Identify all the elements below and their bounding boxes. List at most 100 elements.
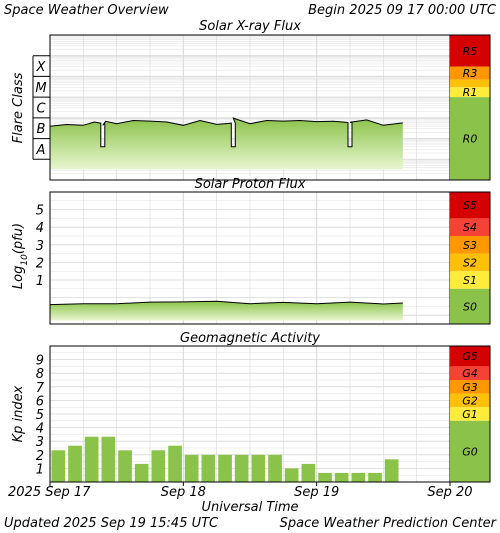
proton-scale-band — [450, 253, 490, 272]
time-axis-title: Universal Time — [201, 500, 298, 515]
kp-bar — [268, 454, 282, 482]
proton-scale-band — [450, 236, 490, 254]
xray-class-label: M — [35, 81, 46, 96]
xray-scale-band — [450, 87, 490, 98]
xray-scale-label: R1 — [463, 86, 478, 99]
kp-bar — [201, 454, 216, 482]
kp-bar — [301, 463, 316, 482]
geomag-y-tick-label: 8 — [36, 367, 44, 382]
xray-class-label: B — [37, 122, 46, 137]
proton-scale-band — [450, 288, 490, 324]
kp-bar — [368, 472, 382, 482]
kp-bar — [251, 454, 266, 482]
time-tick-label: Sep 18 — [161, 485, 206, 500]
geomag-scale-band — [450, 346, 490, 367]
kp-bar — [134, 463, 149, 482]
geomag-y-tick-label: 9 — [36, 354, 44, 369]
geomag-panel-title: Geomagnetic Activity — [180, 331, 320, 346]
proton-scale-label: S3 — [463, 239, 477, 252]
proton-y-tick-label: 1 — [36, 274, 44, 289]
kp-bar — [384, 459, 399, 482]
kp-bar — [101, 436, 116, 482]
xray-scale-band — [450, 79, 490, 88]
geomag-scale-label: G1 — [462, 408, 478, 421]
kp-bar — [351, 472, 366, 482]
proton-flux-area — [50, 301, 403, 321]
time-tick-label: 2025 Sep 17 — [8, 485, 91, 500]
geomag-scale-band — [450, 420, 490, 482]
proton-ylabel: Log10(pfu) — [11, 223, 30, 289]
xray-plot-frame — [49, 34, 491, 181]
proton-radiation-storm-scale: S5 S4 S3 S2 S1 S0 — [450, 192, 490, 324]
xray-class-label: C — [36, 102, 46, 117]
proton-y-tick-label: 2 — [36, 256, 44, 271]
xray-class-label: A — [36, 143, 46, 158]
proton-plot-frame — [49, 191, 491, 325]
time-tick-label: Sep 19 — [294, 485, 339, 500]
proton-scale-label: S4 — [463, 221, 477, 234]
overview-title: Space Weather Overview — [4, 3, 169, 18]
proton-scale-label: S5 — [463, 199, 477, 212]
geomag-plot-frame — [49, 345, 491, 483]
geomag-scale-band — [450, 393, 490, 408]
begin-label: Begin — [308, 3, 345, 18]
xray-radio-blackout-scale: R5 R3 R1 R0 — [450, 35, 490, 180]
proton-flux-chart: 1 2 3 4 5 S5 S4 S3 S2 S1 S0 — [36, 191, 491, 325]
geomag-y-tick-label: 7 — [36, 381, 45, 396]
updated-time-value: 2025 Sep 19 15:45 UTC — [63, 516, 219, 531]
kp-bar — [151, 450, 166, 482]
kp-bar — [284, 468, 299, 482]
proton-scale-label: S0 — [463, 300, 477, 313]
kp-bars — [51, 436, 399, 482]
proton-y-tick-label: 5 — [36, 204, 44, 219]
xray-scale-band — [450, 97, 490, 180]
geomag-y-tick-label: 2 — [36, 449, 44, 464]
kp-bar — [184, 454, 199, 482]
proton-scale-label: S2 — [463, 256, 477, 269]
xray-flux-line — [49, 117, 403, 148]
kp-bar — [84, 436, 99, 482]
xray-scale-label: R3 — [463, 67, 478, 80]
kp-bar — [118, 450, 132, 482]
xray-ylabel: Flare Class — [11, 72, 26, 143]
kp-bar — [51, 450, 66, 482]
kp-bar — [218, 454, 232, 482]
geomag-scale-band — [450, 380, 490, 394]
updated-time: Updated 2025 Sep 19 15:45 UTC — [4, 516, 219, 531]
kp-bar — [68, 445, 82, 482]
geomag-ylabel: Kp index — [11, 385, 26, 442]
geomag-scale-label: G2 — [462, 394, 478, 407]
geomag-scale-label: G0 — [462, 445, 478, 458]
proton-scale-label: S1 — [463, 274, 477, 287]
geomag-gridlines — [50, 346, 451, 482]
geomag-y-tick-label: 4 — [36, 422, 44, 437]
time-tick-label: Sep 20 — [427, 485, 472, 500]
proton-scale-band — [450, 271, 490, 289]
geomag-y-tick-label: 3 — [36, 435, 44, 450]
kp-bar — [334, 472, 349, 482]
geomag-y-tick-label: 5 — [36, 408, 44, 423]
begin-time: Begin 2025 09 17 00:00 UTC — [308, 3, 497, 18]
proton-scale-band — [450, 192, 490, 219]
geomag-scale-label: G3 — [462, 381, 478, 394]
credit: Space Weather Prediction Center — [280, 516, 498, 531]
geomag-scale-band — [450, 407, 490, 421]
begin-time-value: 2025 09 17 00:00 UTC — [349, 3, 497, 18]
xray-panel-title: Solar X-ray Flux — [199, 19, 301, 34]
xray-scale-label: R5 — [463, 45, 478, 58]
proton-flux-line — [49, 300, 403, 306]
xray-scale-band — [450, 66, 490, 80]
xray-class-label: X — [36, 60, 47, 75]
xray-scale-label: R0 — [463, 133, 478, 146]
kp-bar — [318, 472, 332, 482]
kp-bar — [234, 454, 249, 482]
xray-flux-area — [50, 118, 403, 170]
geomag-y-tick-label: 1 — [36, 462, 44, 477]
proton-scale-band — [450, 218, 490, 236]
geomag-scale-band — [450, 366, 490, 380]
proton-y-tick-label: 4 — [36, 221, 44, 236]
